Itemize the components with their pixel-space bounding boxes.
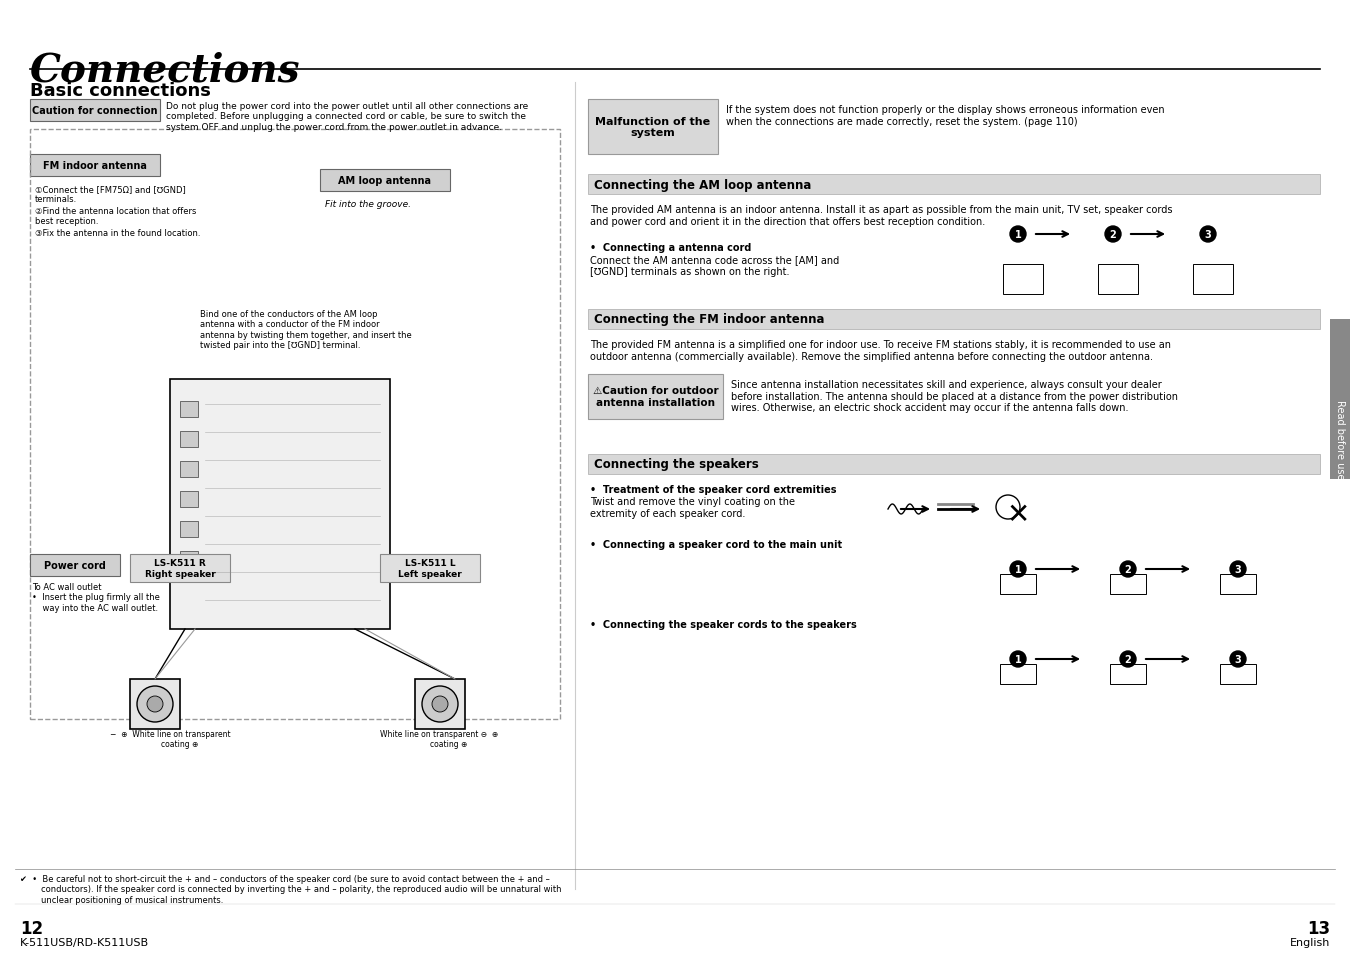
FancyBboxPatch shape <box>379 555 481 582</box>
Text: To AC wall outlet
•  Insert the plug firmly all the
    way into the AC wall out: To AC wall outlet • Insert the plug firm… <box>32 582 159 612</box>
FancyBboxPatch shape <box>589 174 1320 194</box>
Text: Twist and remove the vinyl coating on the
extremity of each speaker cord.: Twist and remove the vinyl coating on th… <box>590 497 795 518</box>
FancyBboxPatch shape <box>180 461 198 477</box>
Text: 2: 2 <box>1125 655 1131 664</box>
Text: 2: 2 <box>1125 564 1131 575</box>
Text: ②Find the antenna location that offers
best reception.: ②Find the antenna location that offers b… <box>35 207 196 226</box>
Text: 3: 3 <box>1204 230 1211 240</box>
FancyBboxPatch shape <box>414 679 464 729</box>
Circle shape <box>1010 651 1026 667</box>
Text: 1: 1 <box>1015 230 1022 240</box>
FancyBboxPatch shape <box>170 379 390 629</box>
FancyBboxPatch shape <box>180 401 198 417</box>
Text: •  Connecting a speaker cord to the main unit: • Connecting a speaker cord to the main … <box>590 539 842 550</box>
Circle shape <box>1120 561 1135 578</box>
Text: 12: 12 <box>20 919 43 937</box>
FancyBboxPatch shape <box>180 521 198 537</box>
Text: 2: 2 <box>1110 230 1116 240</box>
Text: Basic connections: Basic connections <box>30 82 211 100</box>
Text: Connecting the AM loop antenna: Connecting the AM loop antenna <box>594 178 811 192</box>
Text: 13: 13 <box>1307 919 1330 937</box>
Text: Read before use: Read before use <box>1335 399 1345 479</box>
Text: Power cord: Power cord <box>45 560 105 571</box>
Circle shape <box>423 686 458 722</box>
Text: FM indoor antenna: FM indoor antenna <box>43 161 147 171</box>
Text: •  Connecting the speaker cords to the speakers: • Connecting the speaker cords to the sp… <box>590 619 857 629</box>
Circle shape <box>432 697 448 712</box>
Text: Do not plug the power cord into the power outlet until all other connections are: Do not plug the power cord into the powe… <box>166 102 528 132</box>
Text: ✔  •  Be careful not to short-circuit the + and – conductors of the speaker cord: ✔ • Be careful not to short-circuit the … <box>20 874 562 903</box>
FancyBboxPatch shape <box>30 100 161 122</box>
Text: Fit into the groove.: Fit into the groove. <box>325 200 410 209</box>
Text: 1: 1 <box>1015 564 1022 575</box>
Text: •  Treatment of the speaker cord extremities: • Treatment of the speaker cord extremit… <box>590 484 837 495</box>
Circle shape <box>1120 651 1135 667</box>
Text: K-511USB/RD-K511USB: K-511USB/RD-K511USB <box>20 937 148 947</box>
Text: 1: 1 <box>1015 655 1022 664</box>
Text: LS-K511 L
Left speaker: LS-K511 L Left speaker <box>398 558 462 578</box>
Circle shape <box>1200 227 1216 243</box>
Circle shape <box>1230 561 1246 578</box>
Text: 3: 3 <box>1235 655 1242 664</box>
Text: The provided FM antenna is a simplified one for indoor use. To receive FM statio: The provided FM antenna is a simplified … <box>590 339 1170 361</box>
FancyBboxPatch shape <box>589 455 1320 475</box>
Text: ⚠Caution for outdoor
antenna installation: ⚠Caution for outdoor antenna installatio… <box>593 386 718 407</box>
Text: LS-K511 R
Right speaker: LS-K511 R Right speaker <box>144 558 216 578</box>
FancyBboxPatch shape <box>589 100 718 154</box>
Circle shape <box>1230 651 1246 667</box>
Text: Bind one of the conductors of the AM loop
antenna with a conductor of the FM ind: Bind one of the conductors of the AM loo… <box>200 310 412 350</box>
FancyBboxPatch shape <box>130 679 180 729</box>
FancyBboxPatch shape <box>1330 319 1350 479</box>
Text: ✕: ✕ <box>1006 500 1030 529</box>
FancyBboxPatch shape <box>589 375 724 419</box>
Text: Caution for connection: Caution for connection <box>32 106 158 116</box>
Text: White line on transparent ⊖  ⊕
        coating ⊕: White line on transparent ⊖ ⊕ coating ⊕ <box>379 729 498 749</box>
Text: −  ⊕  White line on transparent
        coating ⊕: − ⊕ White line on transparent coating ⊕ <box>109 729 231 749</box>
Circle shape <box>1010 227 1026 243</box>
Text: 3: 3 <box>1235 564 1242 575</box>
Text: Connect the AM antenna code across the [AM] and
[℧GND] terminals as shown on the: Connect the AM antenna code across the [… <box>590 254 840 276</box>
FancyBboxPatch shape <box>130 555 230 582</box>
FancyBboxPatch shape <box>180 552 198 567</box>
FancyBboxPatch shape <box>30 555 120 577</box>
Circle shape <box>1106 227 1120 243</box>
Circle shape <box>147 697 163 712</box>
Circle shape <box>136 686 173 722</box>
FancyBboxPatch shape <box>180 492 198 507</box>
FancyBboxPatch shape <box>30 154 161 177</box>
FancyBboxPatch shape <box>180 432 198 448</box>
Circle shape <box>1010 561 1026 578</box>
Text: The provided AM antenna is an indoor antenna. Install it as apart as possible fr: The provided AM antenna is an indoor ant… <box>590 205 1173 227</box>
Text: •  Connecting a antenna cord: • Connecting a antenna cord <box>590 243 752 253</box>
Text: Connections: Connections <box>30 52 301 90</box>
Text: English: English <box>1289 937 1330 947</box>
Text: Malfunction of the
system: Malfunction of the system <box>595 116 710 138</box>
FancyBboxPatch shape <box>589 310 1320 330</box>
Text: AM loop antenna: AM loop antenna <box>339 175 432 186</box>
FancyBboxPatch shape <box>320 170 450 192</box>
Text: Connecting the speakers: Connecting the speakers <box>594 458 759 471</box>
Text: If the system does not function properly or the display shows erroneous informat: If the system does not function properly… <box>726 105 1165 127</box>
Text: Connecting the FM indoor antenna: Connecting the FM indoor antenna <box>594 314 825 326</box>
Text: ③Fix the antenna in the found location.: ③Fix the antenna in the found location. <box>35 229 201 237</box>
Text: ①Connect the [FM75Ω] and [℧GND]
terminals.: ①Connect the [FM75Ω] and [℧GND] terminal… <box>35 185 186 204</box>
Text: Since antenna installation necessitates skill and experience, always consult you: Since antenna installation necessitates … <box>730 379 1179 413</box>
